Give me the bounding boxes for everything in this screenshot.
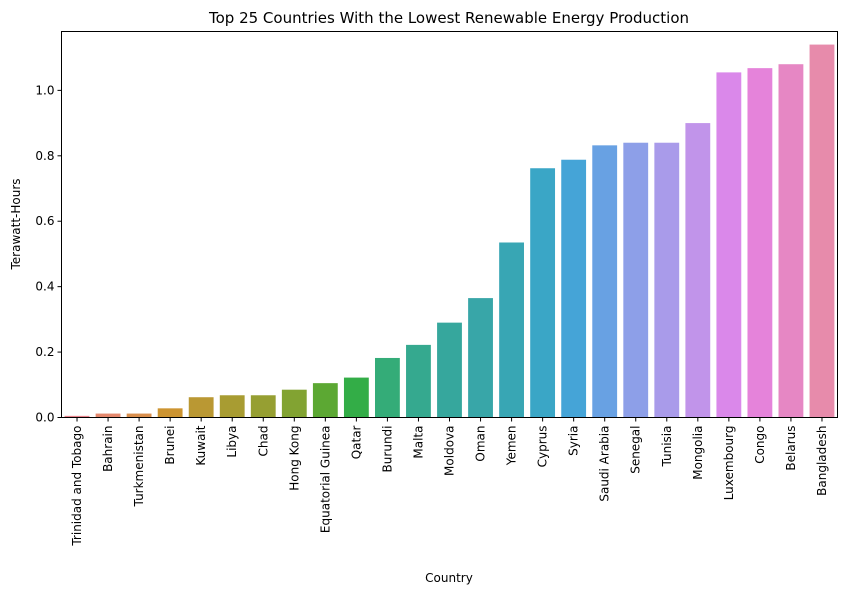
bar-burundi [375, 357, 400, 418]
bar-belarus [778, 64, 804, 418]
x-tick-label: Libya [225, 426, 239, 458]
bar-tunisia [654, 142, 680, 418]
x-tick-label: Turkmenistan [132, 426, 146, 508]
x-tick-label: Qatar [349, 425, 363, 459]
x-tick-label: Equatorial Guinea [318, 426, 332, 534]
x-tick-label: Chad [256, 426, 270, 457]
chart-title: Top 25 Countries With the Lowest Renewab… [208, 9, 689, 27]
x-tick-label: Burundi [380, 426, 394, 473]
x-tick-label: Syria [567, 426, 581, 456]
bar-saudi-arabia [592, 145, 618, 418]
x-tick-label: Malta [411, 426, 425, 459]
bar-mongolia [685, 123, 711, 418]
bar-qatar [343, 377, 369, 418]
x-tick-label: Senegal [629, 426, 643, 474]
y-tick-label: 0.2 [35, 345, 54, 359]
bar-trinidad-and-tobago [64, 415, 90, 418]
x-axis-label: Country [425, 571, 473, 585]
x-axis: Trinidad and Tobago Bahrain Turkmenistan Br… [70, 417, 829, 547]
x-tick-label: Hong Kong [287, 426, 301, 491]
x-tick-label: Oman [474, 426, 488, 462]
x-tick-label: Brunei [163, 426, 177, 465]
y-tick-label: 1.0 [35, 83, 54, 97]
y-tick-label: 0.4 [35, 280, 54, 294]
bar-kuwait [188, 397, 214, 418]
bar-cyprus [530, 168, 556, 418]
x-tick-label: Tunisia [660, 426, 674, 468]
x-tick-label: Bahrain [101, 426, 115, 472]
y-axis-label: Terawatt-Hours [9, 178, 23, 270]
x-tick-label: Saudi Arabia [598, 426, 612, 502]
bar-oman [468, 298, 493, 418]
bar-hong-kong [281, 389, 307, 418]
bar-malta [406, 344, 431, 418]
bar-senegal [623, 142, 649, 418]
bar-luxembourg [716, 72, 742, 418]
y-tick-label: 0.6 [35, 214, 54, 228]
bar-bahrain [95, 413, 121, 418]
x-tick-label: Yemen [505, 426, 519, 467]
bars-group [64, 44, 835, 418]
bar-brunei [157, 408, 183, 418]
bar-syria [561, 159, 587, 418]
y-axis: 0.0 0.2 0.4 0.6 0.8 1.0 [35, 83, 62, 425]
x-tick-label: Luxembourg [722, 426, 736, 501]
bar-equatorial-guinea [312, 383, 338, 418]
y-tick-label: 0.0 [35, 411, 54, 425]
bar-bangladesh [809, 44, 835, 418]
x-tick-label: Trinidad and Tobago [70, 426, 84, 547]
y-tick-label: 0.8 [35, 149, 54, 163]
x-tick-label: Belarus [784, 426, 798, 471]
bar-chad [250, 395, 276, 418]
x-tick-label: Moldova [443, 426, 457, 476]
bar-moldova [437, 322, 462, 418]
bar-libya [219, 395, 245, 418]
bar-congo [747, 68, 773, 418]
x-tick-label: Kuwait [194, 425, 208, 465]
bar-turkmenistan [126, 413, 152, 418]
x-tick-label: Mongolia [691, 426, 705, 480]
plot-frame [61, 31, 838, 418]
x-tick-label: Congo [753, 426, 767, 464]
bar-yemen [499, 242, 524, 418]
x-tick-label: Bangladesh [815, 426, 829, 496]
x-tick-label: Cyprus [536, 426, 550, 468]
